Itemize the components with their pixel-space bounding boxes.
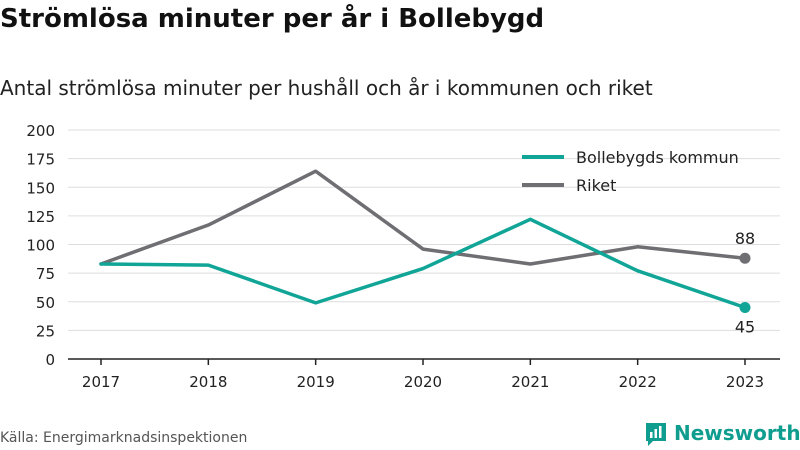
y-tick-label: 200 — [26, 122, 55, 140]
y-tick-label: 150 — [26, 179, 55, 197]
chart-title: Strömlösa minuter per år i Bollebygd — [0, 4, 545, 34]
logo-text: Newsworthy — [674, 421, 800, 445]
series-lines — [99, 169, 751, 313]
x-tick-label: 2021 — [511, 373, 549, 391]
y-tick-label: 125 — [26, 208, 55, 226]
x-tick-label: 2017 — [82, 373, 120, 391]
y-tick-label: 0 — [45, 351, 55, 369]
y-tick-label: 75 — [36, 265, 55, 283]
end-label-kommun: 45 — [735, 317, 755, 336]
newsworthy-logo-icon — [646, 423, 666, 446]
legend: Bollebygds kommun Riket — [522, 148, 739, 195]
x-tick-label: 2022 — [619, 373, 657, 391]
y-tick-label: 175 — [26, 151, 55, 169]
newsworthy-logo: Newsworthy — [644, 419, 800, 449]
end-point-kommun — [739, 301, 751, 313]
series-line-riket — [99, 169, 747, 266]
x-tick-labels: 2017 2018 2019 2020 2021 2022 2023 — [82, 359, 764, 391]
y-tick-label: 25 — [36, 322, 55, 340]
x-tick-label: 2019 — [297, 373, 335, 391]
y-tick-label: 100 — [26, 237, 55, 255]
legend-label: Riket — [576, 176, 616, 195]
x-tick-label: 2023 — [726, 373, 764, 391]
end-label-riket: 88 — [735, 229, 755, 248]
chart-subtitle: Antal strömlösa minuter per hushåll och … — [0, 76, 653, 100]
y-tick-label: 50 — [36, 294, 55, 312]
end-point-riket — [739, 252, 751, 264]
y-tick-labels: 0 25 50 75 100 125 150 175 200 — [26, 122, 55, 369]
legend-label: Bollebygds kommun — [576, 148, 739, 167]
x-tick-label: 2018 — [189, 373, 227, 391]
grid-lines — [68, 129, 780, 360]
series-line-kommun — [99, 217, 747, 310]
end-labels: 45 88 — [735, 229, 755, 336]
source-note: Källa: Energimarknadsinspektionen — [0, 430, 248, 446]
x-tick-label: 2020 — [404, 373, 442, 391]
